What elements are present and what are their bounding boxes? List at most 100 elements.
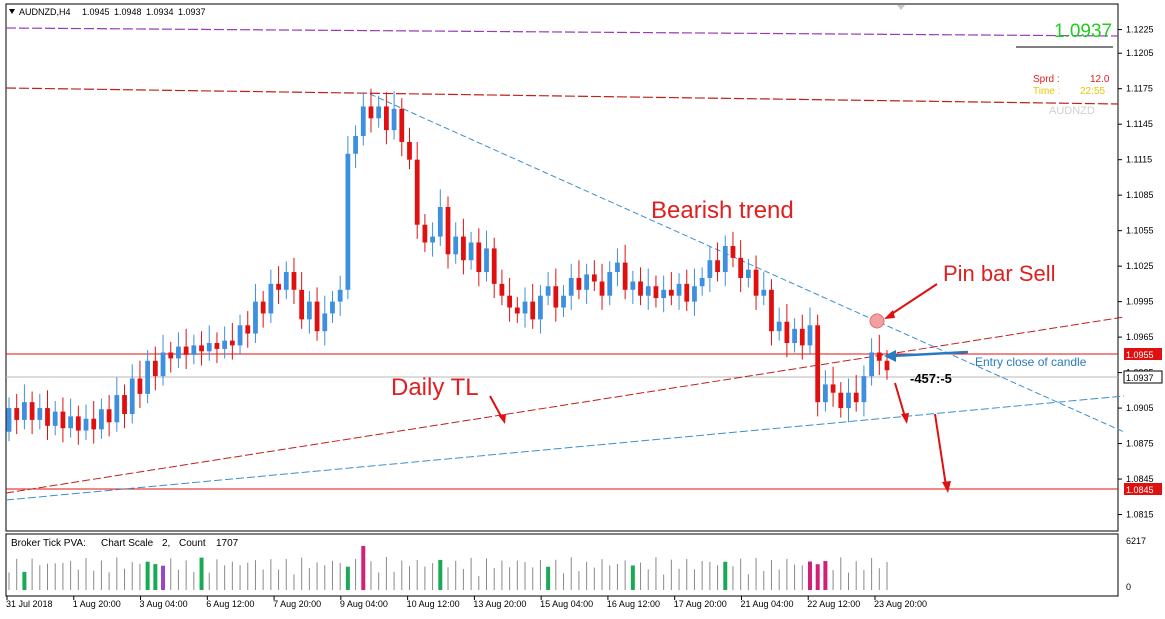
candle-body[interactable] <box>268 283 274 314</box>
candle-body[interactable] <box>206 343 212 352</box>
candle-body[interactable] <box>176 346 181 359</box>
candle-body[interactable] <box>468 242 474 261</box>
candle-body[interactable] <box>168 352 174 359</box>
candle-body[interactable] <box>291 272 297 290</box>
candle-body[interactable] <box>846 392 851 409</box>
candle-body[interactable] <box>676 283 682 296</box>
candle-body[interactable] <box>276 283 281 290</box>
candle-body[interactable] <box>60 411 66 429</box>
candle-body[interactable] <box>476 242 482 273</box>
candle-body[interactable] <box>738 257 744 278</box>
candle-body[interactable] <box>222 340 228 349</box>
candle-body[interactable] <box>576 277 582 290</box>
candle-body[interactable] <box>283 272 289 290</box>
candle-body[interactable] <box>137 378 143 394</box>
candle-body[interactable] <box>160 352 166 377</box>
candle-body[interactable] <box>653 286 659 299</box>
candle-body[interactable] <box>507 295 513 308</box>
candle-body[interactable] <box>183 346 189 355</box>
candle-body[interactable] <box>299 289 305 320</box>
candle-body[interactable] <box>638 281 643 296</box>
lower-trendline[interactable] <box>5 395 1125 501</box>
candle-body[interactable] <box>245 325 251 334</box>
candle-body[interactable] <box>122 395 127 414</box>
candle-body[interactable] <box>445 206 451 255</box>
candle-body[interactable] <box>399 108 405 142</box>
candle-body[interactable] <box>769 289 774 332</box>
candle-body[interactable] <box>391 108 397 131</box>
candle-body[interactable] <box>260 301 266 314</box>
candle-body[interactable] <box>461 236 466 261</box>
candle-body[interactable] <box>368 106 374 119</box>
candle-body[interactable] <box>37 408 43 420</box>
candle-body[interactable] <box>453 236 459 255</box>
candle-body[interactable] <box>699 277 705 287</box>
chart-shift-marker[interactable] <box>897 5 905 10</box>
candle-body[interactable] <box>237 325 243 346</box>
candle-body[interactable] <box>799 328 805 346</box>
candle-body[interactable] <box>615 262 620 273</box>
candle-body[interactable] <box>645 286 651 296</box>
symbol-menu-icon[interactable] <box>9 9 15 14</box>
purple-resistance-line[interactable] <box>5 27 1119 37</box>
candle-body[interactable] <box>807 325 813 346</box>
candle-body[interactable] <box>407 141 412 160</box>
candle-body[interactable] <box>522 301 528 314</box>
red-resistance-line[interactable] <box>5 87 1119 105</box>
candle-body[interactable] <box>214 343 220 349</box>
candle-body[interactable] <box>422 224 428 243</box>
candle-body[interactable] <box>784 321 790 344</box>
candle-body[interactable] <box>822 384 828 403</box>
candle-body[interactable] <box>815 325 821 403</box>
candle-body[interactable] <box>861 376 867 403</box>
candle-body[interactable] <box>761 289 767 296</box>
bearish-trendline[interactable] <box>369 93 1125 433</box>
candle-body[interactable] <box>229 340 235 346</box>
candle-body[interactable] <box>306 301 312 320</box>
candle-body[interactable] <box>745 269 751 278</box>
candle-body[interactable] <box>722 246 728 273</box>
candle-body[interactable] <box>622 262 628 290</box>
candle-body[interactable] <box>876 352 882 361</box>
candle-body[interactable] <box>29 402 35 420</box>
candle-body[interactable] <box>129 378 135 414</box>
candle-body[interactable] <box>792 328 797 344</box>
candle-body[interactable] <box>591 274 597 282</box>
candle-body[interactable] <box>314 301 320 332</box>
candle-body[interactable] <box>561 295 566 308</box>
candle-body[interactable] <box>337 289 343 302</box>
candle-body[interactable] <box>715 260 720 273</box>
candle-body[interactable] <box>530 301 536 320</box>
candle-body[interactable] <box>630 281 636 290</box>
candle-body[interactable] <box>322 313 328 332</box>
candle-body[interactable] <box>99 409 104 430</box>
candle-body[interactable] <box>6 408 12 432</box>
candle-body[interactable] <box>52 411 58 426</box>
candle-body[interactable] <box>22 402 27 420</box>
candle-body[interactable] <box>106 409 112 423</box>
candle-body[interactable] <box>191 345 197 355</box>
candle-body[interactable] <box>152 360 158 377</box>
candle-body[interactable] <box>853 392 859 403</box>
candle-body[interactable] <box>599 281 605 296</box>
candle-body[interactable] <box>145 360 151 394</box>
candle-body[interactable] <box>491 248 497 284</box>
candle-body[interactable] <box>553 286 559 308</box>
candle-body[interactable] <box>68 416 74 429</box>
candle-body[interactable] <box>114 395 120 423</box>
candle-body[interactable] <box>45 408 50 426</box>
candle-body[interactable] <box>707 260 713 278</box>
candle-body[interactable] <box>753 269 759 296</box>
candle-body[interactable] <box>484 248 489 273</box>
candle-body[interactable] <box>75 416 81 431</box>
candle-body[interactable] <box>661 289 667 299</box>
candle-body[interactable] <box>499 283 505 296</box>
candle-body[interactable] <box>730 246 736 258</box>
candle-body[interactable] <box>91 418 97 430</box>
candle-body[interactable] <box>14 408 20 420</box>
candle-body[interactable] <box>353 136 358 154</box>
candle-body[interactable] <box>568 277 574 296</box>
candle-body[interactable] <box>383 106 389 131</box>
candle-body[interactable] <box>345 153 351 290</box>
